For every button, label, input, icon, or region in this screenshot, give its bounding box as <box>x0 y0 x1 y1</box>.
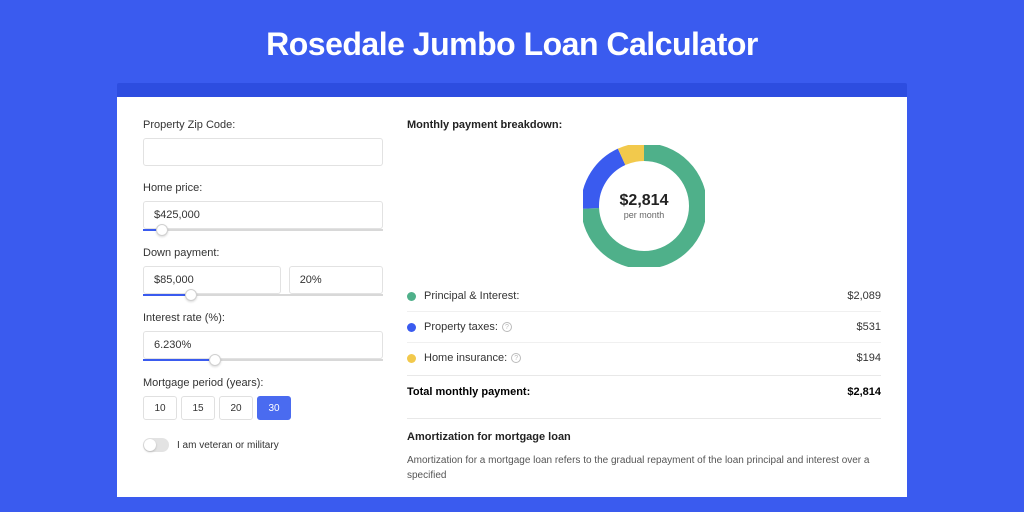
veteran-label: I am veteran or military <box>177 440 279 451</box>
info-icon[interactable]: ? <box>502 322 512 332</box>
home-price-slider[interactable] <box>143 229 383 231</box>
amortization-text: Amortization for a mortgage loan refers … <box>407 453 881 483</box>
legend-label: Property taxes:? <box>424 321 857 333</box>
period-option-30[interactable]: 30 <box>257 396 291 420</box>
veteran-toggle-row: I am veteran or military <box>143 438 383 452</box>
breakdown-heading: Monthly payment breakdown: <box>407 119 881 131</box>
period-option-10[interactable]: 10 <box>143 396 177 420</box>
down-payment-slider[interactable] <box>143 294 383 296</box>
home-price-field-group: Home price: <box>143 182 383 231</box>
down-payment-amount-input[interactable] <box>143 266 281 294</box>
legend-value: $531 <box>857 321 881 333</box>
period-option-20[interactable]: 20 <box>219 396 253 420</box>
down-payment-percent-input[interactable] <box>289 266 383 294</box>
donut-sublabel: per month <box>624 210 665 220</box>
down-payment-label: Down payment: <box>143 247 383 259</box>
down-payment-slider-fill <box>143 294 191 296</box>
legend-dot <box>407 323 416 332</box>
calculator-panel: Property Zip Code: Home price: Down paym… <box>117 97 907 497</box>
down-payment-field-group: Down payment: <box>143 247 383 296</box>
inputs-column: Property Zip Code: Home price: Down paym… <box>143 119 383 497</box>
home-price-label: Home price: <box>143 182 383 194</box>
interest-slider[interactable] <box>143 359 383 361</box>
zip-input[interactable] <box>143 138 383 166</box>
home-price-input[interactable] <box>143 201 383 229</box>
page-title: Rosedale Jumbo Loan Calculator <box>0 0 1024 83</box>
donut-chart: $2,814 per month <box>583 145 705 267</box>
legend-row: Principal & Interest:$2,089 <box>407 281 881 312</box>
interest-slider-fill <box>143 359 215 361</box>
amortization-heading: Amortization for mortgage loan <box>407 431 881 443</box>
donut-center: $2,814 per month <box>583 145 705 267</box>
period-options: 10152030 <box>143 396 383 420</box>
interest-field-group: Interest rate (%): <box>143 312 383 361</box>
interest-input[interactable] <box>143 331 383 359</box>
legend-value: $2,089 <box>847 290 881 302</box>
veteran-toggle-knob <box>144 439 156 451</box>
zip-label: Property Zip Code: <box>143 119 383 131</box>
legend-dot <box>407 354 416 363</box>
legend-row: Property taxes:?$531 <box>407 312 881 343</box>
interest-slider-thumb[interactable] <box>209 354 221 366</box>
interest-label: Interest rate (%): <box>143 312 383 324</box>
legend-label: Principal & Interest: <box>424 290 847 302</box>
period-option-15[interactable]: 15 <box>181 396 215 420</box>
total-value: $2,814 <box>847 386 881 398</box>
total-label: Total monthly payment: <box>407 386 530 398</box>
legend: Principal & Interest:$2,089Property taxe… <box>407 281 881 373</box>
total-row: Total monthly payment: $2,814 <box>407 375 881 412</box>
divider <box>407 418 881 419</box>
results-column: Monthly payment breakdown: $2,814 per mo… <box>407 119 881 497</box>
donut-chart-wrap: $2,814 per month <box>407 141 881 281</box>
legend-value: $194 <box>857 352 881 364</box>
legend-label: Home insurance:? <box>424 352 857 364</box>
period-label: Mortgage period (years): <box>143 377 383 389</box>
home-price-slider-thumb[interactable] <box>156 224 168 236</box>
veteran-toggle[interactable] <box>143 438 169 452</box>
donut-amount: $2,814 <box>620 192 669 210</box>
legend-row: Home insurance:?$194 <box>407 343 881 373</box>
calculator-shell: Property Zip Code: Home price: Down paym… <box>117 83 907 497</box>
zip-field-group: Property Zip Code: <box>143 119 383 166</box>
info-icon[interactable]: ? <box>511 353 521 363</box>
down-payment-slider-thumb[interactable] <box>185 289 197 301</box>
period-field-group: Mortgage period (years): 10152030 <box>143 377 383 420</box>
legend-dot <box>407 292 416 301</box>
